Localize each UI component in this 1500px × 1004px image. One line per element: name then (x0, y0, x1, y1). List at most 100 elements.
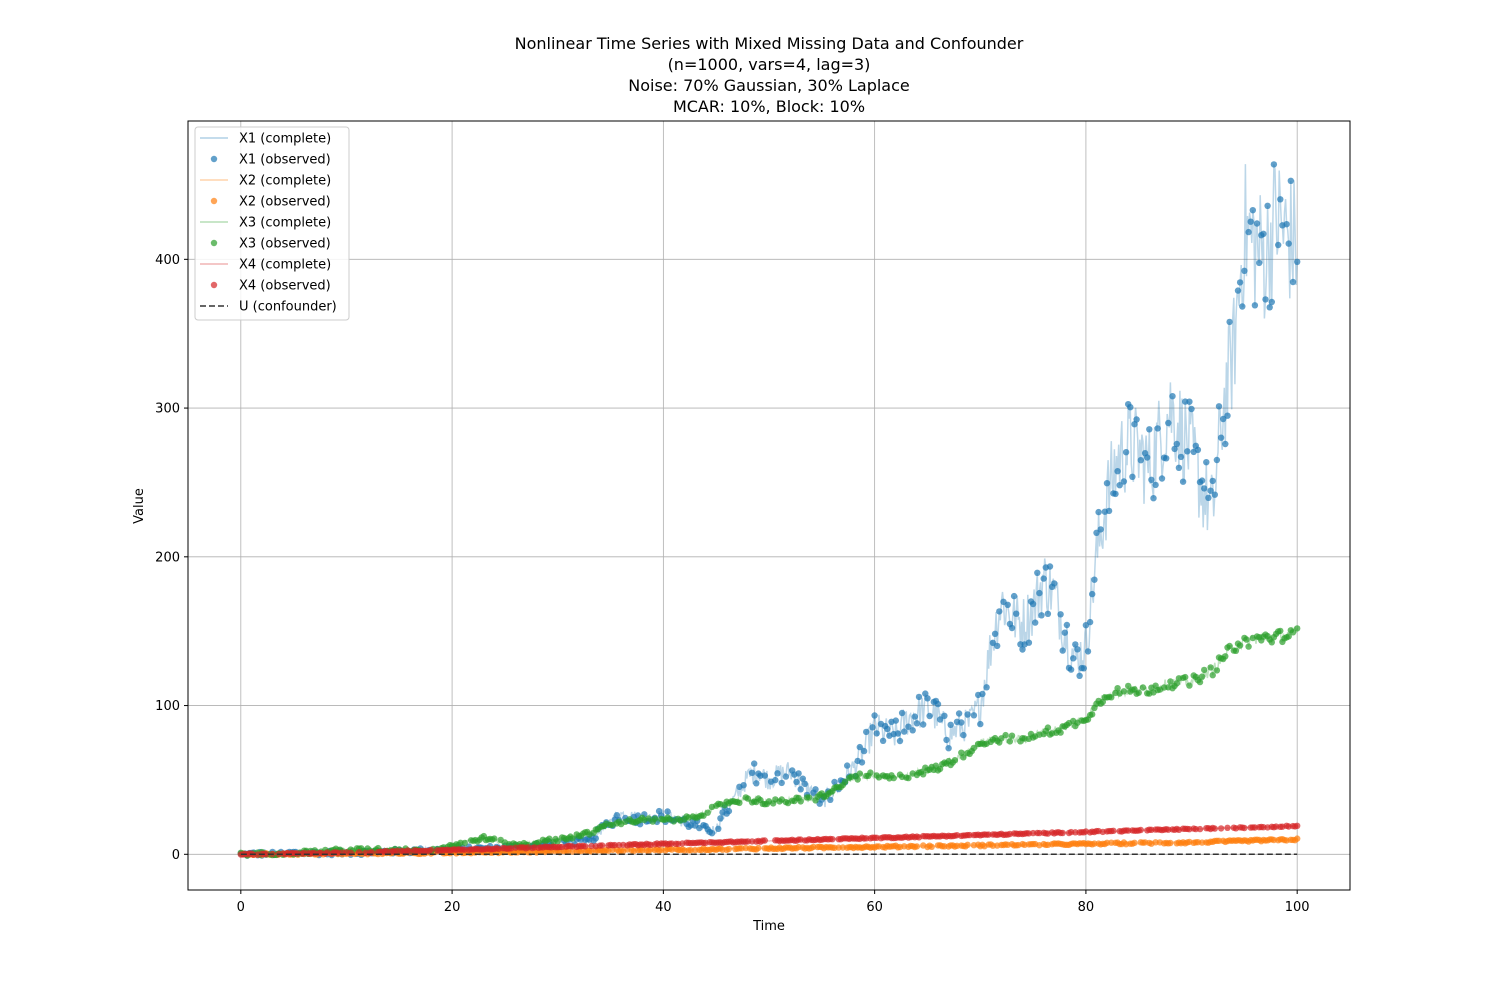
x1-observed-point (1245, 228, 1252, 236)
x1-observed-point (1089, 590, 1096, 598)
x3-observed-point (1201, 666, 1208, 674)
x3-observed-point (1167, 678, 1174, 685)
x1-observed-point (1211, 491, 1219, 498)
x1-observed-point (1046, 563, 1054, 570)
x1-observed-point (926, 712, 933, 720)
x1-observed-point (915, 693, 923, 701)
x1-observed-point (1234, 287, 1242, 294)
legend-label-u-confounder: U (confounder) (239, 300, 337, 315)
x4-observed-point (1224, 824, 1231, 831)
x1-observed-point (1127, 404, 1134, 411)
x1-observed-point (1004, 601, 1011, 608)
x1-observed-point (793, 778, 800, 786)
x1-observed-point (1186, 398, 1193, 405)
x1-observed-point (1184, 448, 1191, 455)
x3-observed-point (1120, 688, 1128, 695)
x1-observed-point (873, 730, 880, 737)
x1-observed-point (1270, 161, 1278, 168)
x3-observed-point (970, 744, 978, 752)
x-axis-label: Time (752, 919, 785, 934)
y-axis-label: Value (132, 488, 147, 524)
x1-observed-point (1010, 592, 1018, 600)
x1-observed-point (1074, 646, 1081, 653)
x1-observed-point (894, 730, 902, 737)
x1-observed-point (1112, 490, 1119, 498)
x3-observed-point (1108, 694, 1115, 701)
x1-observed-point (812, 786, 819, 793)
x1-observed-point (1103, 480, 1111, 487)
x3-observed-point (867, 769, 874, 776)
x1-observed-point (725, 807, 733, 815)
x1-observed-point (936, 716, 944, 723)
x3-observed-point (1139, 684, 1147, 691)
x1-observed-point (774, 770, 781, 777)
x3-observed-point (704, 809, 711, 816)
x1-observed-point (1198, 477, 1206, 484)
x1-observed-point (1289, 278, 1297, 286)
x1-observed-point (941, 712, 948, 719)
x1-observed-point (1165, 419, 1172, 427)
x3-observed-point (960, 754, 967, 761)
x1-observed-point (1163, 455, 1170, 462)
x3-observed-point (920, 771, 927, 778)
x1-observed-point (1247, 218, 1254, 225)
x4-observed-point (582, 843, 589, 850)
x1-observed-point (901, 728, 908, 735)
legend-label-x3-observed: X3 (observed) (239, 237, 331, 252)
x3-observed-point (1044, 724, 1052, 731)
x1-observed-point (1095, 508, 1102, 516)
x3-observed-point (554, 838, 561, 845)
x2-observed-point (964, 841, 971, 848)
x1-observed-point (1044, 610, 1052, 617)
x1-observed-point (970, 712, 978, 719)
plot-area (237, 161, 1301, 859)
x1-observed-point (1013, 610, 1020, 617)
x3-observed-point (856, 770, 863, 777)
legend-marker-x2-observed (210, 197, 218, 205)
title-line-3: Noise: 70% Gaussian, 30% Laplace (628, 76, 910, 95)
x1-observed-point (1294, 258, 1301, 265)
x1-observed-point (945, 745, 952, 752)
x1-observed-point (1076, 672, 1083, 679)
x3-observed-point (1245, 643, 1252, 650)
x1-observed-point (1150, 495, 1157, 502)
x1-observed-point (896, 737, 904, 745)
x-tick-label: 0 (237, 900, 245, 915)
x1-observed-point (664, 808, 671, 815)
x-tick-label: 20 (444, 900, 461, 915)
x4-observed-point (761, 837, 768, 844)
x3-observed-point (1114, 685, 1121, 692)
x3-observed-point (491, 835, 498, 842)
x1-observed-point (844, 762, 851, 769)
x1-observed-point (911, 713, 918, 720)
x1-observed-point (715, 825, 722, 832)
x1-observed-point (1080, 665, 1088, 672)
x1-observed-point (761, 772, 768, 779)
x1-observed-point (1008, 624, 1016, 632)
x3-observed-point (1173, 680, 1181, 687)
x1-observed-point (1091, 576, 1098, 583)
x1-observed-point (1188, 405, 1195, 413)
x3-observed-point (1182, 673, 1189, 681)
x2-observed-point (913, 843, 921, 850)
x1-observed-point (1173, 440, 1181, 448)
x4-observed-point (1217, 825, 1225, 832)
x4-observed-point (1196, 825, 1204, 833)
x3-observed-point (1222, 653, 1229, 660)
x1-observed-point (772, 776, 779, 784)
y-tick-label: 400 (155, 253, 180, 268)
x1-observed-point (1201, 485, 1208, 492)
x-tick-label: 100 (1285, 900, 1310, 915)
x3-observed-point (1226, 642, 1233, 650)
x3-observed-point (805, 794, 813, 801)
x1-observed-point (1226, 318, 1233, 326)
x3-observed-point (905, 774, 912, 782)
legend-label-x1-observed: X1 (observed) (239, 153, 331, 168)
x3-observed-point (1268, 639, 1276, 646)
x1-observed-point (1287, 177, 1295, 184)
x1-observed-point (751, 760, 758, 767)
legend-marker-x4-observed (210, 281, 218, 289)
x1-observed-point (1249, 207, 1257, 214)
y-tick-label: 200 (155, 550, 180, 565)
